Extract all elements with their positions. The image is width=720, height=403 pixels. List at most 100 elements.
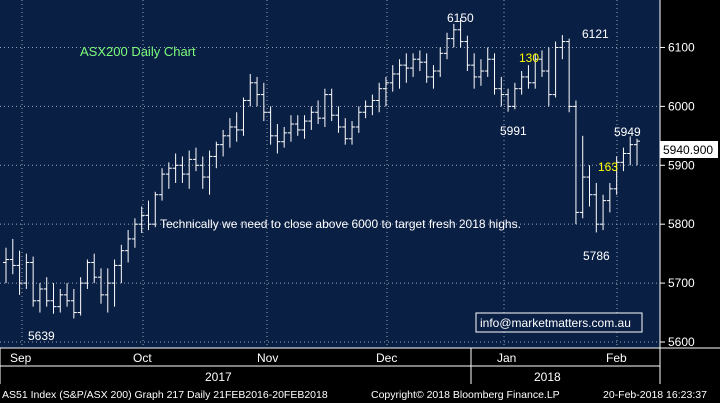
ohlc-bar-70 [477, 59, 484, 86]
ohlc-bar-72 [491, 53, 498, 95]
ohlc-bar-15 [104, 268, 111, 313]
ohlc-bar-8 [57, 288, 64, 313]
footer-right: 20-Feb-2018 16:23:37 [603, 389, 707, 401]
ohlc-bar-75 [511, 82, 518, 110]
ohlc-bar-12 [84, 259, 91, 289]
price-label-0: 6150 [447, 11, 474, 25]
ohlc-bar-65 [444, 32, 451, 60]
ohlc-bar-28 [192, 147, 199, 172]
ohlc-bar-52 [355, 106, 362, 133]
ohlc-bar-21 [145, 200, 152, 231]
ohlc-bar-84 [572, 100, 579, 225]
ohlc-bar-14 [97, 268, 104, 304]
ohlc-bar-30 [206, 150, 213, 195]
ohlc-bar-88 [600, 194, 607, 231]
price-label-2: 130 [519, 51, 539, 65]
contact-email[interactable]: info@marketmatters.com.au [480, 316, 631, 330]
ohlc-bar-48 [328, 88, 335, 122]
ohlc-bar-4 [30, 256, 37, 307]
ohlc-bar-80 [545, 47, 552, 107]
ohlc-bar-2 [16, 250, 23, 295]
ohlc-bar-66 [450, 23, 457, 48]
ohlc-bar-62 [423, 53, 430, 83]
ohlc-bar-3 [23, 253, 30, 289]
x-year-label-0: 2017 [205, 370, 232, 384]
last-price-label: 5940.900 [663, 143, 713, 157]
ohlc-bar-32 [220, 129, 227, 157]
ohlc-bar-47 [321, 88, 328, 127]
x-month-label-0: Sep [10, 351, 32, 365]
ohlc-bar-76 [518, 71, 525, 95]
ohlc-bar-82 [559, 35, 566, 60]
ohlc-bar-44 [301, 115, 308, 139]
x-month-label-3: Dec [376, 351, 397, 365]
ohlc-bar-41 [281, 126, 288, 148]
ohlc-bar-58 [396, 59, 403, 89]
chart-title: ASX200 Daily Chart [80, 44, 196, 59]
ohlc-bar-22 [152, 191, 159, 228]
y-tick-label-2: 5800 [668, 217, 695, 231]
y-tick-label-1: 5700 [668, 276, 695, 290]
x-month-label-5: Feb [606, 351, 627, 365]
price-labels: 6150 6121 130 5991 5949 163 5786 5639 [28, 11, 641, 343]
ohlc-bar-46 [315, 100, 322, 125]
ohlc-bar-90 [613, 156, 620, 195]
ohlc-bar-51 [349, 121, 356, 145]
ohlc-bar-0 [3, 247, 9, 284]
ohlc-bar-63 [430, 65, 437, 89]
ohlc-bar-87 [593, 182, 600, 233]
ohlc-bar-56 [382, 76, 389, 107]
ohlc-bar-73 [498, 76, 505, 107]
ohlc-bar-42 [287, 115, 294, 142]
ohlc-bar-29 [199, 156, 206, 189]
ohlc-bar-6 [43, 277, 50, 307]
ohlc-bar-34 [233, 112, 240, 142]
ohlc-bar-37 [254, 76, 261, 107]
price-label-7: 5639 [28, 329, 55, 343]
x-axis: Sep Oct Nov Dec Jan Feb 2017 2018 [0, 347, 720, 384]
ohlc-bar-13 [91, 253, 98, 284]
ohlc-bar-77 [525, 65, 532, 89]
ohlc-bar-49 [335, 106, 342, 133]
ohlc-bar-25 [172, 153, 179, 183]
ohlc-bar-78 [532, 53, 539, 89]
ohlc-bar-60 [410, 53, 417, 77]
y-tick-label-4: 6000 [668, 99, 695, 113]
ohlc-bar-81 [552, 41, 559, 98]
ohlc-bar-26 [179, 156, 186, 183]
x-month-label-4: Jan [497, 351, 516, 365]
ohlc-bar-50 [342, 118, 349, 145]
ohlc-bar-89 [606, 182, 613, 213]
price-label-4: 5949 [614, 125, 641, 139]
contact-box[interactable]: info@marketmatters.com.au [475, 312, 643, 333]
ohlc-bar-67 [457, 18, 464, 48]
ohlc-bar-18 [125, 230, 132, 263]
ohlc-bar-45 [308, 106, 315, 130]
ohlc-bar-68 [464, 35, 471, 72]
ohlc-bar-35 [240, 97, 247, 136]
y-tick-label-3: 5900 [668, 158, 695, 172]
price-label-3: 5991 [500, 124, 527, 138]
ohlc-bar-54 [369, 94, 376, 116]
ohlc-bar-85 [579, 135, 586, 219]
ohlc-bar-92 [627, 136, 634, 166]
ohlc-bar-43 [294, 115, 301, 136]
ohlc-bar-38 [260, 82, 267, 122]
ohlc-bar-31 [213, 141, 220, 169]
ohlc-bar-91 [620, 147, 627, 172]
plot-area [0, 0, 660, 348]
ohlc-bar-93 [634, 138, 640, 166]
ohlc-bar-83 [566, 38, 573, 113]
price-label-5: 163 [598, 160, 618, 174]
footer-bar [0, 384, 720, 403]
ohlc-bar-55 [376, 82, 383, 113]
ohlc-bar-7 [50, 283, 57, 314]
ohlc-bar-39 [267, 106, 274, 145]
ohlc-bar-69 [471, 53, 478, 89]
x-year-label-1: 2018 [534, 370, 561, 384]
ohlc-bar-40 [274, 124, 281, 154]
y-tick-label-0: 5600 [668, 335, 695, 349]
ohlc-bar-17 [118, 244, 125, 284]
ohlc-bar-19 [131, 218, 138, 248]
